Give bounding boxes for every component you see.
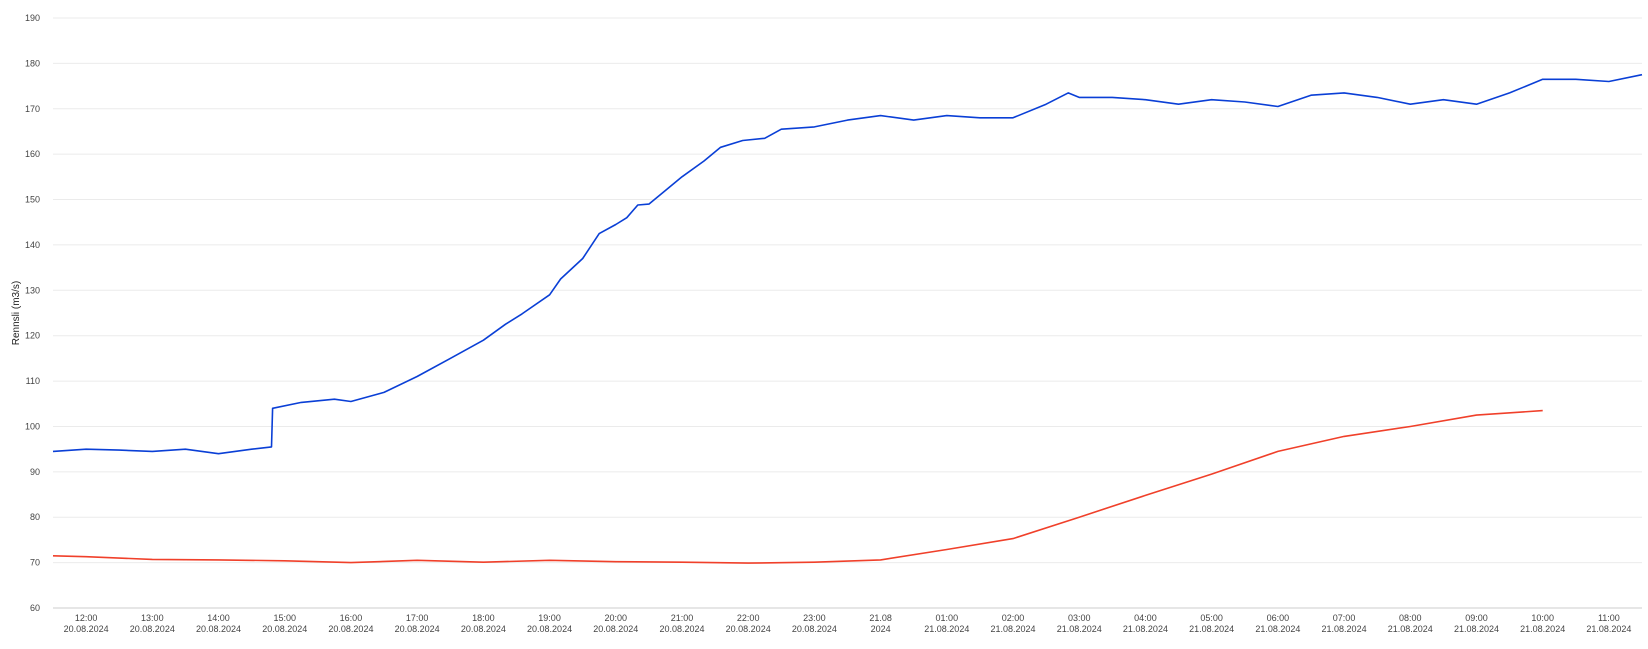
x-tick-label-time: 03:00 xyxy=(1068,613,1091,623)
x-tick-label-date: 20.08.2024 xyxy=(64,624,109,634)
x-tick-label-date: 21.08.2024 xyxy=(924,624,969,634)
x-tick-label-date: 21.08.2024 xyxy=(1189,624,1234,634)
x-tick-label-time: 05:00 xyxy=(1200,613,1223,623)
x-tick-label-date: 20.08.2024 xyxy=(461,624,506,634)
series-line-1 xyxy=(52,73,1643,455)
x-tick-label-time: 17:00 xyxy=(406,613,429,623)
x-tick-label-time: 15:00 xyxy=(273,613,296,623)
x-tick-label-date: 21.08.2024 xyxy=(1454,624,1499,634)
x-tick-label-time: 16:00 xyxy=(340,613,363,623)
x-tick-label-date: 21.08.2024 xyxy=(1123,624,1168,634)
x-tick-label-time: 20:00 xyxy=(605,613,628,623)
x-tick-label-time: 06:00 xyxy=(1267,613,1290,623)
x-tick-label-date: 20.08.2024 xyxy=(593,624,638,634)
y-tick-label: 120 xyxy=(25,331,40,341)
series-line-2 xyxy=(52,409,1543,564)
x-tick-label-date: 20.08.2024 xyxy=(726,624,771,634)
x-tick-label-date: 20.08.2024 xyxy=(792,624,837,634)
x-tick-label-time: 04:00 xyxy=(1134,613,1157,623)
x-tick-label-date: 20.08.2024 xyxy=(395,624,440,634)
x-tick-label-time: 14:00 xyxy=(207,613,230,623)
y-tick-label: 90 xyxy=(30,467,40,477)
x-tick-label-date: 21.08.2024 xyxy=(1388,624,1433,634)
x-tick-label-date: 20.08.2024 xyxy=(130,624,175,634)
y-tick-label: 60 xyxy=(30,603,40,613)
x-tick-label-time: 02:00 xyxy=(1002,613,1025,623)
x-tick-label-time: 09:00 xyxy=(1465,613,1488,623)
x-tick-label-date: 20.08.2024 xyxy=(527,624,572,634)
x-tick-label-date: 21.08.2024 xyxy=(1255,624,1300,634)
x-tick-label-time: 10:00 xyxy=(1531,613,1554,623)
y-tick-label: 110 xyxy=(26,376,40,386)
x-tick-label-time: 19:00 xyxy=(538,613,561,623)
x-tick-label-date: 20.08.2024 xyxy=(328,624,373,634)
x-tick-label-time: 01:00 xyxy=(936,613,959,623)
x-tick-label-date: 20.08.2024 xyxy=(196,624,241,634)
x-tick-label-time: 13:00 xyxy=(141,613,164,623)
y-tick-label: 170 xyxy=(25,104,40,114)
y-tick-label: 150 xyxy=(25,195,40,205)
x-tick-label-date: 21.08.2024 xyxy=(1322,624,1367,634)
x-tick-label-time: 07:00 xyxy=(1333,613,1356,623)
x-axis: 12:0020.08.202413:0020.08.202414:0020.08… xyxy=(64,613,1632,634)
y-tick-label: 180 xyxy=(25,58,40,68)
x-tick-label-time: 21.08 xyxy=(869,613,892,623)
x-tick-label-time: 08:00 xyxy=(1399,613,1422,623)
x-tick-label-time: 18:00 xyxy=(472,613,495,623)
y-tick-label: 190 xyxy=(25,13,40,23)
y-tick-label: 140 xyxy=(25,240,40,250)
y-tick-label: 160 xyxy=(25,149,40,159)
y-axis: 60 70 80 90 100 110 120 130 140 150 160 170 180 190 xyxy=(25,13,40,613)
x-tick-label-time: 11:00 xyxy=(1598,613,1620,623)
x-tick-label-date: 21.08.2024 xyxy=(1520,624,1565,634)
x-tick-label-date: 2024 xyxy=(871,624,891,634)
x-tick-label-date: 21.08.2024 xyxy=(1057,624,1102,634)
grid-layer xyxy=(53,17,1642,609)
y-axis-label: Rennsli (m3/s) xyxy=(11,281,22,345)
x-tick-label-date: 20.08.2024 xyxy=(262,624,307,634)
x-tick-label-date: 20.08.2024 xyxy=(659,624,704,634)
y-tick-label: 100 xyxy=(25,421,40,431)
x-tick-label-time: 22:00 xyxy=(737,613,760,623)
x-tick-label-date: 21.08.2024 xyxy=(990,624,1035,634)
series-layer xyxy=(52,73,1643,564)
y-tick-label: 70 xyxy=(30,558,40,568)
y-tick-label: 80 xyxy=(30,512,40,522)
x-tick-label-time: 21:00 xyxy=(671,613,694,623)
x-tick-label-time: 12:00 xyxy=(75,613,98,623)
x-tick-label-date: 21.08.2024 xyxy=(1586,624,1631,634)
x-tick-label-time: 23:00 xyxy=(803,613,826,623)
y-tick-label: 130 xyxy=(25,285,40,295)
